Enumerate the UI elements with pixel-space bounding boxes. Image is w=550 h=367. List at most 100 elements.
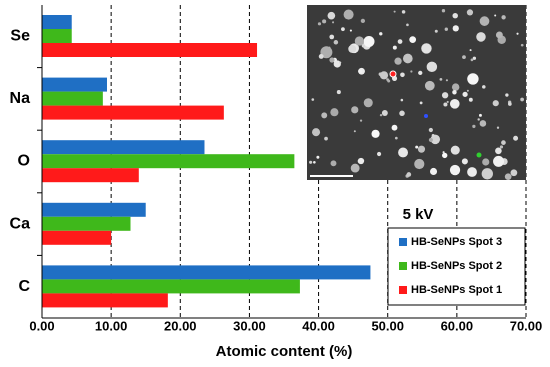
sem-particle [495,147,502,155]
sem-particle [419,101,423,105]
sem-particle [424,80,435,91]
sem-particle [358,69,362,74]
sem-particle [449,164,461,176]
sem-particle [479,16,490,26]
legend: HB-SeNPs Spot 3 HB-SeNPs Spot 2 HB-SeNPs S… [399,236,502,296]
sem-particle [494,14,497,17]
legend-label: HB-SeNPs Spot 2 [411,260,502,272]
bar [42,216,131,231]
sem-particle [341,27,345,32]
x-tick-label: 40.00 [302,318,335,333]
sem-particle [333,40,339,45]
legend-swatch [399,286,407,294]
sem-particle [339,61,342,64]
sem-particle [333,60,341,68]
sem-particle [321,112,328,119]
x-tick-label: 20.00 [164,318,197,333]
sem-particle [392,45,397,50]
sem-particle [361,43,366,48]
sem-particle [441,92,449,99]
sem-particle [478,113,482,117]
sem-particle [495,31,503,39]
sem-particle [357,157,365,165]
sem-particle [329,57,335,63]
sem-particle [418,70,423,76]
sem-background [307,5,526,180]
sem-particle [359,119,363,122]
sem-particle [329,34,335,40]
sem-particle [401,10,406,14]
sem-particle [469,49,472,52]
sem-particle [461,158,468,165]
sem-particle [349,29,352,32]
sem-particle [442,152,448,159]
sem-particle [434,29,438,33]
x-tick-label: 70.00 [510,318,543,333]
sem-particle [513,135,519,141]
sem-particle [493,155,505,167]
y-tick-label: C [18,278,30,295]
sem-particle [499,145,504,149]
x-tick-label: 60.00 [441,318,474,333]
sem-particle [472,124,476,129]
y-tick-label: Ca [10,215,31,232]
sem-particle [452,12,458,19]
sem-particle [482,158,490,166]
sem-particle [343,9,354,20]
sem-particle [402,53,413,64]
sem-particle [322,19,327,24]
sem-particle [393,10,396,13]
sem-particle [450,145,460,155]
sem-particle [444,27,448,31]
sem-particle [414,158,425,170]
sem-particle [309,160,313,164]
sem-particle [504,173,512,181]
bar [42,265,371,280]
sem-particle [479,120,487,127]
sem-particle [381,110,388,117]
sem-particle [462,91,468,97]
sem-particle [324,136,328,141]
sem-particle [468,97,473,102]
bar [42,140,205,155]
sem-particle [442,151,445,154]
legend-label: HB-SeNPs Spot 3 [411,236,502,248]
sem-particle [406,172,412,177]
sem-particle [317,22,322,26]
bar [42,15,72,29]
sem-particle [428,127,433,133]
sem-particle [336,90,341,95]
sem-particle [501,15,506,20]
sem-particle [439,77,443,81]
bar [42,293,168,308]
sem-particle [462,55,466,60]
legend-label: HB-SeNPs Spot 1 [411,284,502,296]
y-tick-label: O [18,153,30,170]
sem-particle [510,169,518,177]
sem-particle [351,106,359,114]
bar [42,43,258,57]
sem-particle [391,124,398,131]
x-tick-label: 50.00 [371,318,404,333]
sem-particle [415,145,419,149]
sem-particle [318,53,324,59]
sem-particle [520,43,524,47]
sem-particle [451,83,460,91]
sem-particle [354,36,365,46]
sem-particle [320,46,333,59]
sem-particle [371,129,380,138]
sem-particle [470,58,474,62]
sem-particle [466,9,474,16]
sem-particle [466,89,469,92]
sem-particle [410,70,413,73]
bar [42,91,103,106]
sem-particle [452,90,457,95]
sem-particle [327,11,336,20]
sem-particle [387,79,391,83]
bar [42,77,107,92]
bar [42,202,146,217]
spot-marker [424,114,428,118]
sem-particle [397,39,403,44]
sem-particle [429,167,438,175]
